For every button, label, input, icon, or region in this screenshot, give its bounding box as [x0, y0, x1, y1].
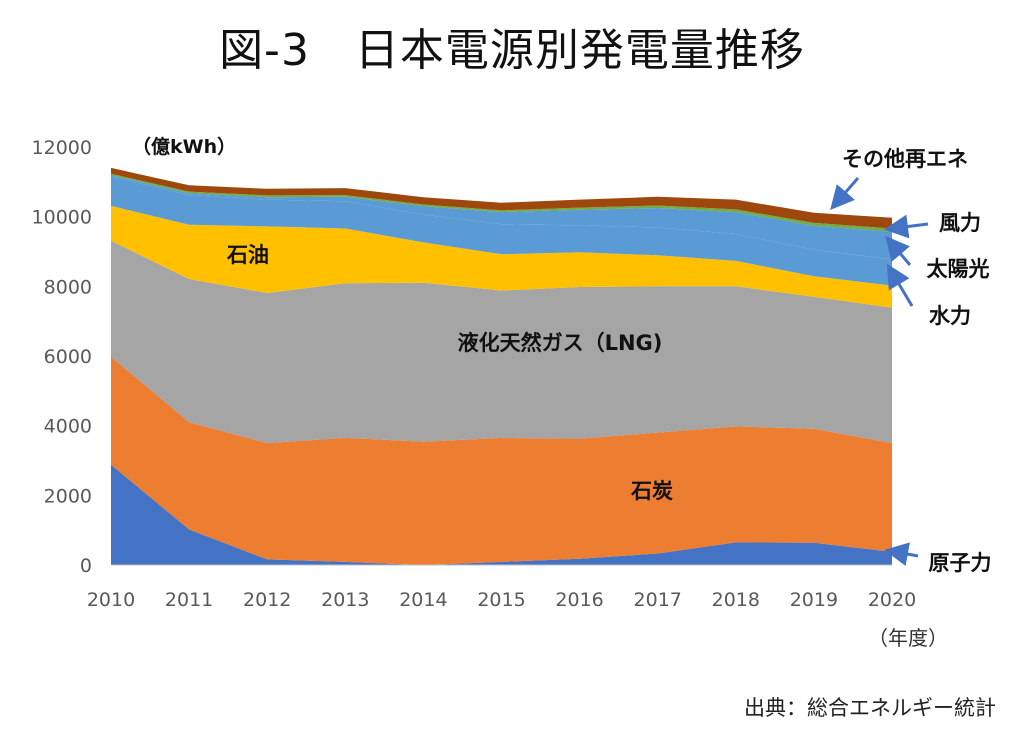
x-tick-label: 2016: [555, 589, 603, 611]
x-tick-label: 2020: [868, 589, 916, 611]
arrow-hydro: [886, 263, 914, 307]
area-solar: [111, 175, 892, 260]
y-tick-label: 0: [80, 555, 92, 577]
x-tick-label: 2013: [321, 589, 369, 611]
series-label-hydro: 水力: [929, 304, 971, 328]
arrow-solar: [885, 235, 912, 266]
x-tick-label: 2010: [87, 589, 135, 611]
series-label-nuclear: 原子力: [929, 551, 992, 575]
x-axis: 2010 2011 2012 2013 2014 2015 2016 2017 2018 2019…: [87, 564, 916, 611]
series-label-wind: 風力: [939, 211, 981, 235]
series-label-oil: 石油: [226, 243, 269, 267]
x-tick-label: 2017: [634, 589, 682, 611]
y-tick-label: 2000: [44, 485, 92, 507]
x-tick-label: 2012: [243, 589, 291, 611]
y-axis-unit-label: （億kWh）: [132, 136, 237, 158]
series-label-lng: 液化天然ガス（LNG): [458, 331, 663, 355]
x-tick-label: 2018: [712, 589, 760, 611]
series-label-other_re: その他再エネ: [842, 147, 968, 171]
area-other_re: [111, 167, 892, 229]
area-lng: [111, 240, 892, 444]
x-tick-label: 2019: [790, 589, 838, 611]
source-note: 出典：総合エネルギー統計: [744, 696, 996, 720]
area-coal: [111, 356, 892, 565]
arrow-nuclear: [884, 542, 919, 566]
y-tick-label: 8000: [44, 276, 92, 298]
series-label-coal: 石炭: [630, 479, 673, 503]
y-tick-label: 4000: [44, 416, 92, 438]
area-hydro: [111, 176, 892, 286]
area-nuclear: [111, 464, 892, 565]
chart-title: 図-3 日本電源別発電量推移: [219, 25, 805, 76]
x-axis-unit-label: （年度）: [868, 626, 948, 650]
area-layers: [111, 167, 892, 565]
area-oil: [111, 205, 892, 308]
arrow-wind: [884, 214, 929, 239]
label-arrows: [830, 177, 929, 566]
y-tick-label: 10000: [32, 207, 92, 229]
y-tick-label: 12000: [32, 137, 92, 159]
x-tick-label: 2011: [165, 589, 213, 611]
x-tick-label: 2015: [477, 589, 525, 611]
x-tick-label: 2014: [399, 589, 447, 611]
series-label-solar: 太陽光: [927, 257, 990, 281]
y-tick-label: 6000: [44, 346, 92, 368]
y-axis: 0 2000 4000 6000 8000 10000 12000: [32, 137, 92, 577]
arrow-other_re: [830, 177, 860, 211]
